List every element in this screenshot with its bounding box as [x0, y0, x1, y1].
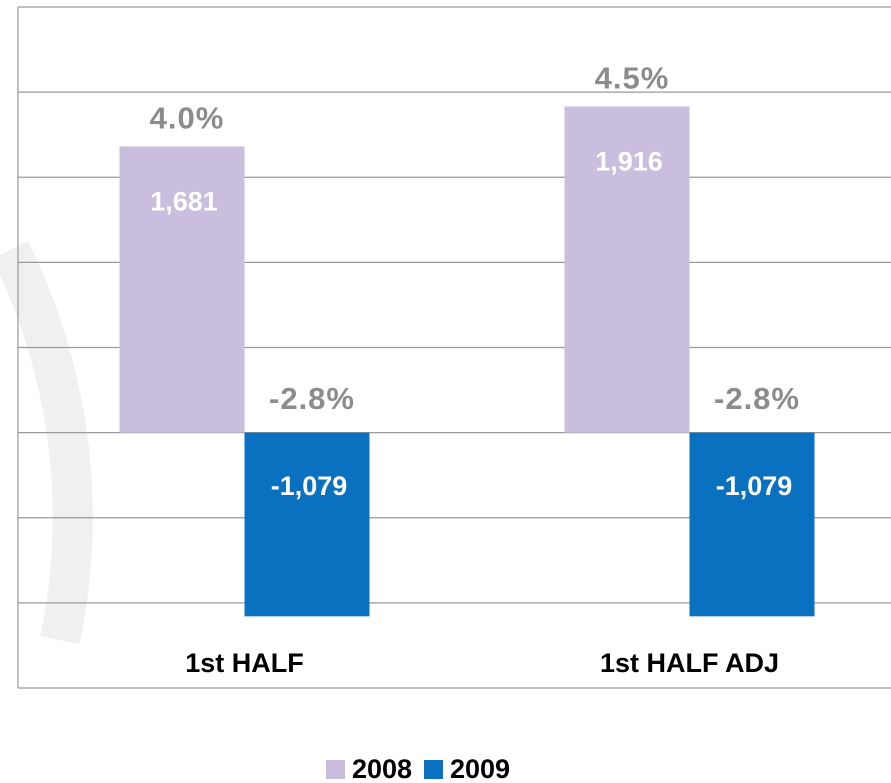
- bar: [119, 146, 245, 433]
- bar: [244, 432, 370, 617]
- x-tick-label: 1st HALF ADJ: [600, 648, 779, 678]
- data-label: -1,079: [271, 471, 348, 501]
- x-tick-label: 1st HALF: [185, 648, 304, 678]
- data-label: 1,681: [150, 187, 218, 217]
- growth-label: -2.8%: [714, 381, 800, 416]
- legend-swatch: [424, 760, 443, 779]
- data-label: -1,079: [716, 471, 793, 501]
- bar: [564, 106, 690, 433]
- growth-label: 4.0%: [150, 101, 225, 136]
- bar: [689, 432, 815, 617]
- legend-label: 2009: [450, 754, 510, 783]
- legend-label: 2008: [352, 754, 412, 783]
- background-arc: [0, 241, 93, 645]
- growth-label: -2.8%: [269, 381, 355, 416]
- data-label: 1,916: [595, 147, 663, 177]
- growth-label: 4.5%: [595, 61, 670, 96]
- legend-swatch: [326, 760, 345, 779]
